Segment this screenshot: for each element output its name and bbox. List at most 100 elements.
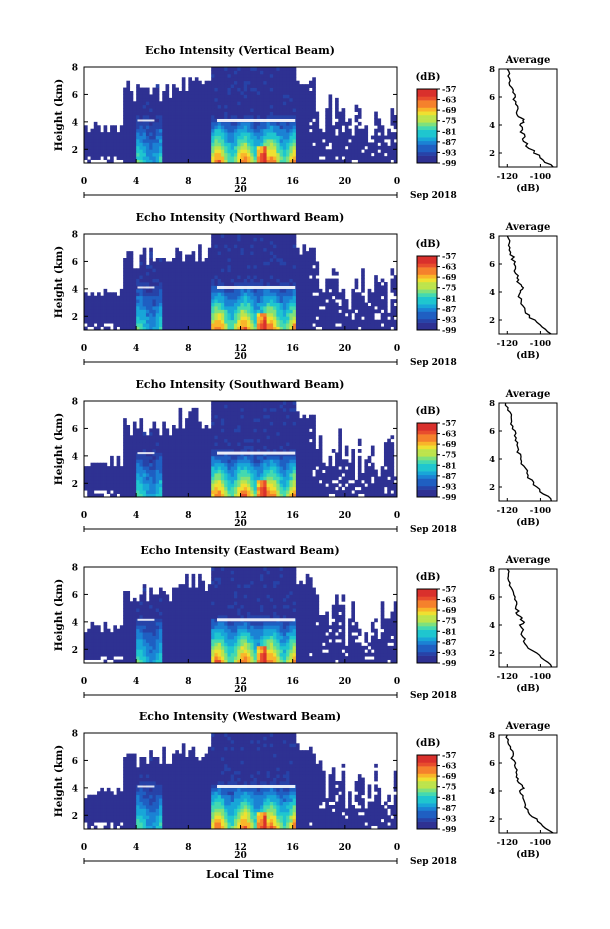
heatmap-cell	[126, 483, 131, 488]
heatmap-cell	[220, 244, 225, 249]
heatmap-cell	[292, 275, 297, 279]
heatmap-cell	[233, 111, 238, 116]
heatmap-cell	[315, 309, 320, 314]
heatmap-cell	[266, 94, 271, 99]
heatmap-cell	[119, 309, 124, 314]
heatmap-cell	[123, 159, 127, 164]
heatmap-cell	[181, 452, 186, 457]
heatmap-cell	[198, 128, 202, 133]
heatmap-cell	[132, 323, 137, 327]
x-tick-label: 8	[185, 344, 191, 354]
heatmap-cell	[224, 237, 228, 242]
heatmap-cell	[325, 282, 329, 286]
heatmap-cell	[237, 302, 241, 307]
heatmap-cell	[237, 288, 241, 293]
heatmap-cell	[233, 404, 238, 409]
heatmap-cell	[185, 139, 189, 143]
heatmap-cell	[97, 493, 101, 498]
heatmap-cell	[253, 299, 258, 303]
heatmap-cell	[211, 108, 215, 112]
heatmap-cell	[178, 135, 183, 140]
heatmap-cell	[253, 97, 258, 102]
heatmap-cell	[224, 152, 228, 157]
heatmap-cell	[217, 70, 222, 75]
heatmap-cell	[142, 135, 147, 140]
heatmap-cell	[201, 428, 206, 433]
heatmap-cell	[149, 306, 153, 310]
heatmap-cell	[191, 316, 196, 321]
heatmap-cell	[194, 473, 199, 477]
heatmap-cell	[295, 299, 300, 303]
heatmap-cell	[201, 111, 206, 116]
heatmap-cell	[269, 77, 274, 82]
heatmap-cell	[240, 271, 245, 276]
heatmap-cell	[312, 258, 316, 262]
heatmap-cell	[162, 302, 166, 307]
heatmap-cell	[240, 469, 245, 474]
heatmap-cell	[312, 295, 316, 300]
heatmap-cell	[243, 455, 248, 460]
heatmap-cell	[214, 135, 219, 140]
heatmap-cell	[282, 295, 287, 300]
heatmap-cell	[247, 302, 251, 307]
panel-2: Echo Intensity (Southward Beam)Height (k…	[53, 378, 558, 535]
heatmap-cell	[357, 316, 362, 321]
heatmap-cell	[227, 156, 232, 160]
heatmap-cell	[168, 438, 173, 443]
heatmap-cell	[172, 264, 176, 269]
heatmap-cell	[172, 316, 176, 321]
heatmap-cell	[253, 326, 258, 331]
heatmap-cell	[149, 278, 153, 283]
heatmap-cell	[387, 326, 391, 331]
heatmap-cell	[139, 278, 144, 283]
heatmap-cell	[136, 295, 140, 300]
heatmap-cell	[158, 486, 163, 491]
heatmap-cell	[247, 234, 251, 238]
heatmap-cell	[217, 258, 222, 262]
heatmap-cell	[233, 407, 238, 412]
heatmap-cell	[233, 326, 238, 331]
heatmap-cell	[302, 111, 307, 116]
heatmap-cell	[116, 302, 121, 307]
heatmap-cell	[286, 240, 290, 245]
colorbar-swatch	[417, 267, 437, 272]
colorbar-tick-label: -87	[442, 304, 456, 314]
heatmap-cell	[129, 159, 134, 164]
heatmap-cell	[308, 319, 313, 324]
heatmap-cell	[224, 261, 228, 266]
heatmap-cell	[211, 431, 215, 436]
heatmap-cell	[224, 111, 228, 116]
heatmap-cell	[220, 94, 225, 99]
heatmap-cell	[158, 125, 163, 130]
heatmap-cell	[292, 121, 297, 126]
heatmap-cell	[276, 299, 281, 303]
heatmap-cell	[194, 145, 199, 150]
heatmap-cell	[201, 299, 206, 303]
heatmap-cell	[256, 295, 261, 300]
heatmap-cell	[224, 431, 228, 436]
heatmap-cell	[305, 295, 310, 300]
heatmap-cell	[227, 80, 232, 85]
heatmap-cell	[162, 142, 166, 147]
heatmap-cell	[181, 264, 186, 269]
heatmap-cell	[126, 149, 131, 154]
heatmap-cell	[214, 240, 219, 245]
heatmap-cell	[214, 299, 219, 303]
heatmap-cell	[155, 128, 160, 133]
heatmap-cell	[194, 97, 199, 102]
heatmap-cell	[158, 104, 163, 109]
x-tick-label: 4	[133, 344, 139, 354]
heatmap-cell	[393, 142, 398, 147]
heatmap-cell	[380, 135, 385, 140]
heatmap-cell	[149, 258, 153, 262]
heatmap-cell	[90, 479, 95, 484]
heatmap-cell	[204, 261, 209, 266]
heatmap-cell	[253, 135, 258, 140]
colorbar-swatch	[417, 159, 437, 164]
heatmap-cell	[198, 299, 202, 303]
heatmap-cell	[191, 275, 196, 279]
heatmap-cell	[181, 97, 186, 102]
heatmap-cell	[188, 149, 192, 154]
heatmap-cell	[260, 254, 264, 259]
heatmap-cell	[292, 261, 297, 266]
